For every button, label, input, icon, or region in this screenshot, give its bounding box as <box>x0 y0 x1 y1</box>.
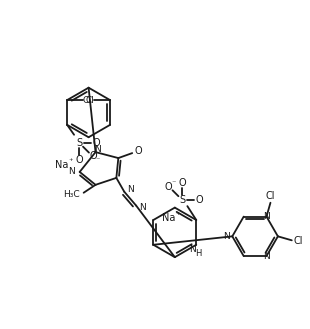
Text: Na: Na <box>162 213 175 223</box>
Text: N: N <box>94 145 101 154</box>
Text: N: N <box>69 167 75 176</box>
Text: ⁻: ⁻ <box>171 178 176 187</box>
Text: Cl: Cl <box>266 191 275 201</box>
Text: ⁻: ⁻ <box>96 155 100 164</box>
Text: N: N <box>223 232 230 241</box>
Text: S: S <box>76 138 82 148</box>
Text: N: N <box>263 252 270 261</box>
Text: N: N <box>127 185 134 194</box>
Text: O: O <box>165 182 172 192</box>
Text: Cl: Cl <box>83 96 92 105</box>
Text: N: N <box>139 203 145 212</box>
Text: O: O <box>195 195 203 205</box>
Text: Cl: Cl <box>86 96 94 105</box>
Text: O: O <box>134 146 142 156</box>
Text: ⁺: ⁺ <box>69 157 73 166</box>
Text: N: N <box>189 245 196 254</box>
Text: Na: Na <box>55 160 68 169</box>
Text: H₃C: H₃C <box>64 190 80 199</box>
Text: ⁺: ⁺ <box>175 211 180 219</box>
Text: H: H <box>196 249 202 258</box>
Text: N: N <box>263 212 270 221</box>
Text: O: O <box>75 155 83 164</box>
Text: O: O <box>92 138 100 148</box>
Text: O: O <box>179 178 186 188</box>
Text: S: S <box>179 195 185 205</box>
Text: Cl: Cl <box>294 236 303 246</box>
Text: O: O <box>89 151 97 161</box>
